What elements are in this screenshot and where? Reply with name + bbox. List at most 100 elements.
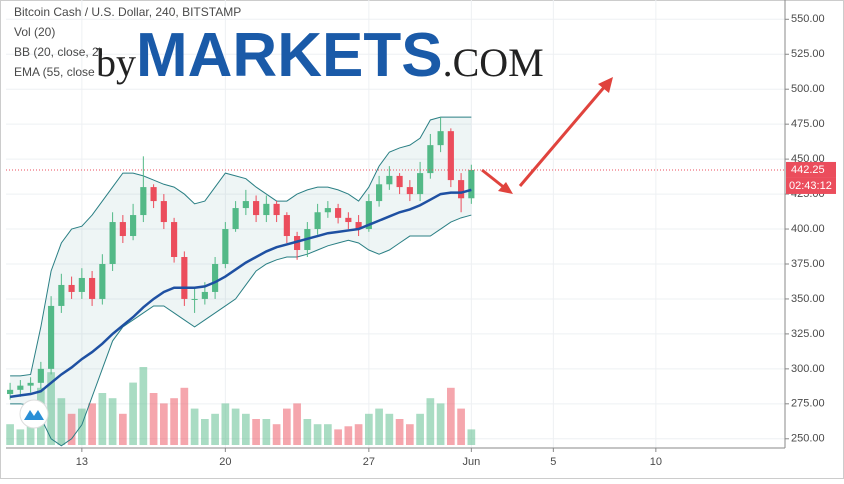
volume-bar: [447, 387, 455, 445]
y-tick-label: 525.00: [791, 48, 825, 60]
watermark: byMARKETS.COM: [96, 21, 544, 90]
volume-bar: [26, 426, 35, 445]
volume-bar: [119, 413, 127, 445]
candle-body: [37, 368, 44, 383]
candle-body: [437, 131, 444, 146]
y-tick-label: 350.00: [791, 293, 825, 305]
candle-body: [427, 145, 434, 174]
y-tick-label: 250.00: [791, 433, 825, 445]
volume-bar: [334, 429, 342, 445]
volume-bar: [385, 413, 394, 445]
candle-body: [314, 212, 321, 230]
volume-bar: [365, 413, 373, 445]
volume-bar: [242, 413, 250, 445]
arrow-annotation: [481, 77, 613, 194]
candle-body: [119, 222, 126, 237]
volume-bar: [324, 424, 332, 445]
candle-body: [376, 184, 383, 202]
candle-body: [396, 175, 403, 188]
volume-bar: [98, 393, 107, 445]
volume-bar: [129, 382, 137, 445]
candle-body: [109, 222, 116, 264]
candle-body: [345, 217, 352, 223]
indicator-label: BB (20, close, 2): [14, 45, 103, 59]
y-tick-label: 275.00: [791, 398, 825, 410]
candle-body: [89, 277, 96, 299]
volume-bar: [160, 403, 168, 445]
candle-body: [78, 277, 85, 292]
candle-body: [273, 203, 280, 216]
volume-bar: [457, 408, 465, 445]
candle-body: [99, 263, 106, 299]
candle-body: [242, 201, 249, 209]
volume-bar: [211, 413, 219, 445]
volume-bar: [283, 408, 291, 445]
volume-bar: [303, 419, 312, 445]
watermark-suffix: .COM: [443, 40, 544, 85]
candle-body: [17, 385, 24, 390]
y-tick-label: 375.00: [791, 258, 825, 270]
ema-line: [9, 188, 472, 399]
candle-body: [160, 201, 167, 223]
candle-body: [335, 208, 342, 218]
volume-bar: [426, 398, 435, 445]
candle-body: [150, 187, 157, 202]
volume-bar: [57, 398, 66, 445]
candle-body: [324, 208, 331, 213]
candle-body: [365, 201, 372, 230]
volume-bar: [375, 408, 383, 445]
candle-body: [294, 236, 301, 251]
candle-body: [171, 222, 178, 257]
chart-title: Bitcoin Cash / U.S. Dollar, 240, BITSTAM…: [14, 5, 241, 19]
candle-body: [181, 256, 188, 299]
countdown-label: 02:43:12: [789, 180, 832, 192]
volume-bar: [354, 424, 363, 445]
candle-body: [417, 173, 424, 195]
y-tick-label: 475.00: [791, 118, 825, 130]
x-tick-label: 13: [76, 456, 88, 468]
last-price-tag: [786, 161, 836, 178]
volume-bar: [406, 424, 414, 445]
x-tick-label: 10: [650, 456, 662, 468]
volume-bar: [262, 419, 271, 445]
candle-body: [7, 389, 14, 395]
candle-body: [355, 222, 362, 230]
volume-bar: [108, 398, 117, 445]
watermark-prefix: by: [96, 40, 136, 85]
y-tick-label: 400.00: [791, 223, 825, 235]
candle-body: [27, 382, 34, 386]
volume-bar: [16, 429, 25, 445]
bb-lower-line: [10, 214, 472, 447]
x-tick-label: Jun: [462, 456, 480, 468]
volume-bar: [344, 426, 353, 445]
candle-body: [222, 229, 229, 264]
candle-body: [406, 187, 413, 195]
candle-body: [386, 175, 393, 185]
candle-body: [130, 215, 137, 237]
volume-bar: [272, 424, 281, 445]
volume-bar: [190, 408, 199, 445]
volume-bar: [293, 403, 301, 445]
last-price-label: 442.25: [791, 164, 825, 176]
y-tick-label: 500.00: [791, 83, 825, 95]
volume-bar: [149, 393, 158, 445]
candle-body: [232, 208, 239, 230]
candle-body: [191, 298, 198, 300]
volume-bar: [395, 419, 404, 445]
volume-bar: [313, 424, 322, 445]
volume-bar: [6, 424, 14, 445]
candle-body: [212, 263, 219, 292]
y-tick-label: 300.00: [791, 363, 825, 375]
x-tick-label: 27: [363, 456, 375, 468]
volume-bar: [170, 398, 178, 445]
x-tick-label: 5: [550, 456, 556, 468]
candle-body: [48, 305, 55, 369]
indicator-label: Vol (20): [14, 25, 55, 39]
volume-bar: [88, 403, 96, 445]
candle-body: [458, 180, 465, 199]
volume-bar: [201, 419, 209, 445]
indicator-label: EMA (55, close: [14, 65, 95, 79]
bb-fill: [10, 117, 472, 446]
candle-body: [263, 203, 270, 216]
